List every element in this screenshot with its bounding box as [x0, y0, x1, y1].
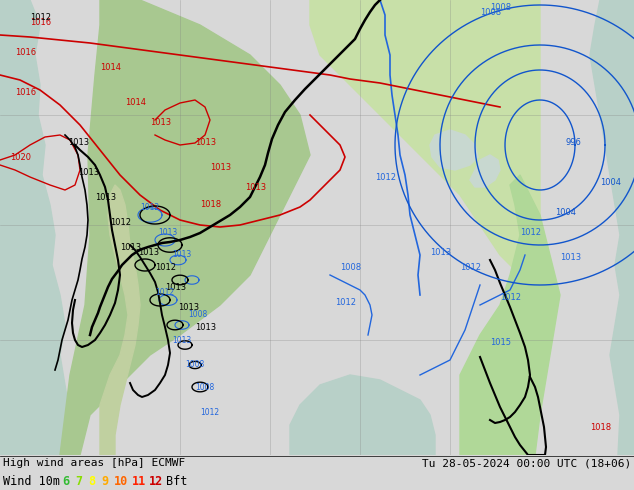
Polygon shape — [0, 0, 72, 455]
Text: 10: 10 — [114, 475, 128, 488]
Text: 1013: 1013 — [78, 168, 99, 177]
Text: 1013: 1013 — [150, 118, 171, 127]
Text: 996: 996 — [565, 138, 581, 147]
Text: 1015: 1015 — [490, 338, 511, 347]
Text: 1012: 1012 — [520, 228, 541, 237]
Text: 1013: 1013 — [172, 336, 191, 345]
Text: 11: 11 — [132, 475, 146, 488]
Text: 1013: 1013 — [95, 193, 116, 202]
Text: 8: 8 — [88, 475, 95, 488]
Text: 1013: 1013 — [158, 228, 178, 237]
Text: 1012: 1012 — [140, 203, 159, 212]
Text: 12: 12 — [149, 475, 163, 488]
Text: 1008: 1008 — [188, 310, 207, 319]
Text: 1013: 1013 — [120, 243, 141, 252]
Text: 1012: 1012 — [460, 263, 481, 272]
Text: 7: 7 — [75, 475, 82, 488]
Text: 1013: 1013 — [138, 248, 159, 257]
Text: 1012: 1012 — [335, 298, 356, 307]
Text: 1012: 1012 — [155, 263, 176, 272]
Polygon shape — [460, 175, 560, 455]
Text: 1016: 1016 — [30, 18, 51, 27]
Text: 1004: 1004 — [555, 208, 576, 217]
Text: 1016: 1016 — [15, 48, 36, 57]
Text: 1008: 1008 — [480, 8, 501, 17]
Text: Wind 10m: Wind 10m — [3, 475, 60, 488]
Text: 1014: 1014 — [100, 63, 121, 72]
Text: 1014: 1014 — [125, 98, 146, 107]
Text: Tu 28-05-2024 00:00 UTC (18+06): Tu 28-05-2024 00:00 UTC (18+06) — [422, 458, 631, 468]
Text: 1013: 1013 — [210, 163, 231, 172]
Text: 1012: 1012 — [375, 173, 396, 182]
Text: 1012: 1012 — [30, 13, 51, 22]
Polygon shape — [430, 130, 478, 170]
Text: 1004: 1004 — [600, 178, 621, 187]
Text: 1012: 1012 — [500, 293, 521, 302]
Text: 1008: 1008 — [490, 3, 511, 12]
Polygon shape — [470, 155, 500, 187]
Text: 1013: 1013 — [245, 183, 266, 192]
Polygon shape — [290, 375, 435, 455]
Text: 1020: 1020 — [10, 153, 31, 162]
Text: 1013: 1013 — [165, 283, 186, 292]
Text: 1012: 1012 — [110, 218, 131, 227]
Text: 1008: 1008 — [195, 383, 214, 392]
Text: 1013: 1013 — [560, 253, 581, 262]
Text: 1016: 1016 — [15, 88, 36, 97]
Polygon shape — [60, 0, 310, 455]
Text: 9: 9 — [101, 475, 108, 488]
Text: 1018: 1018 — [200, 200, 221, 209]
Text: 1013: 1013 — [430, 248, 451, 257]
Text: 1013: 1013 — [195, 323, 216, 332]
Polygon shape — [590, 0, 634, 455]
Text: 1018: 1018 — [590, 423, 611, 432]
Text: 1013: 1013 — [68, 138, 89, 147]
Text: 1008: 1008 — [185, 360, 204, 369]
Text: 1013: 1013 — [195, 138, 216, 147]
Text: High wind areas [hPa] ECMWF: High wind areas [hPa] ECMWF — [3, 458, 185, 468]
Polygon shape — [310, 0, 540, 275]
Text: 1012: 1012 — [200, 408, 219, 417]
Text: 1008: 1008 — [340, 263, 361, 272]
Text: 1012: 1012 — [155, 288, 174, 297]
Text: 6: 6 — [62, 475, 69, 488]
Text: Bft: Bft — [166, 475, 188, 488]
Text: 1013: 1013 — [172, 250, 191, 259]
Polygon shape — [100, 185, 140, 455]
Text: 1013: 1013 — [178, 303, 199, 312]
